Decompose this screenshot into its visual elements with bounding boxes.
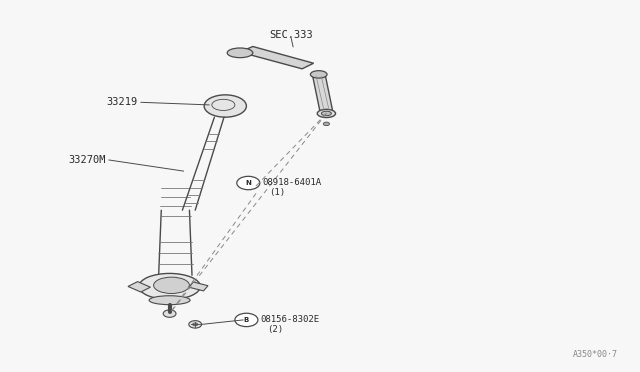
Ellipse shape <box>149 296 190 305</box>
Text: 33219: 33219 <box>106 97 138 107</box>
Circle shape <box>237 176 260 190</box>
Ellipse shape <box>204 95 246 117</box>
Circle shape <box>323 122 330 126</box>
Ellipse shape <box>139 273 200 299</box>
Ellipse shape <box>227 48 253 58</box>
Polygon shape <box>312 74 333 112</box>
Ellipse shape <box>310 71 327 78</box>
Ellipse shape <box>317 109 335 118</box>
Text: 33270M: 33270M <box>68 155 106 165</box>
Polygon shape <box>189 282 208 291</box>
Circle shape <box>193 323 198 326</box>
Text: 08156-8302E: 08156-8302E <box>260 315 319 324</box>
Polygon shape <box>128 282 150 292</box>
Circle shape <box>189 321 202 328</box>
Text: N: N <box>245 180 252 186</box>
Text: B: B <box>244 317 249 323</box>
Ellipse shape <box>321 111 332 116</box>
Circle shape <box>235 313 258 327</box>
Ellipse shape <box>154 277 189 294</box>
Ellipse shape <box>163 310 176 317</box>
Text: 08918-6401A: 08918-6401A <box>262 178 321 187</box>
Polygon shape <box>240 46 314 69</box>
Text: SEC.333: SEC.333 <box>269 31 313 40</box>
Text: (2): (2) <box>268 325 284 334</box>
Text: (1): (1) <box>269 188 285 197</box>
Text: A350*00·7: A350*00·7 <box>573 350 618 359</box>
